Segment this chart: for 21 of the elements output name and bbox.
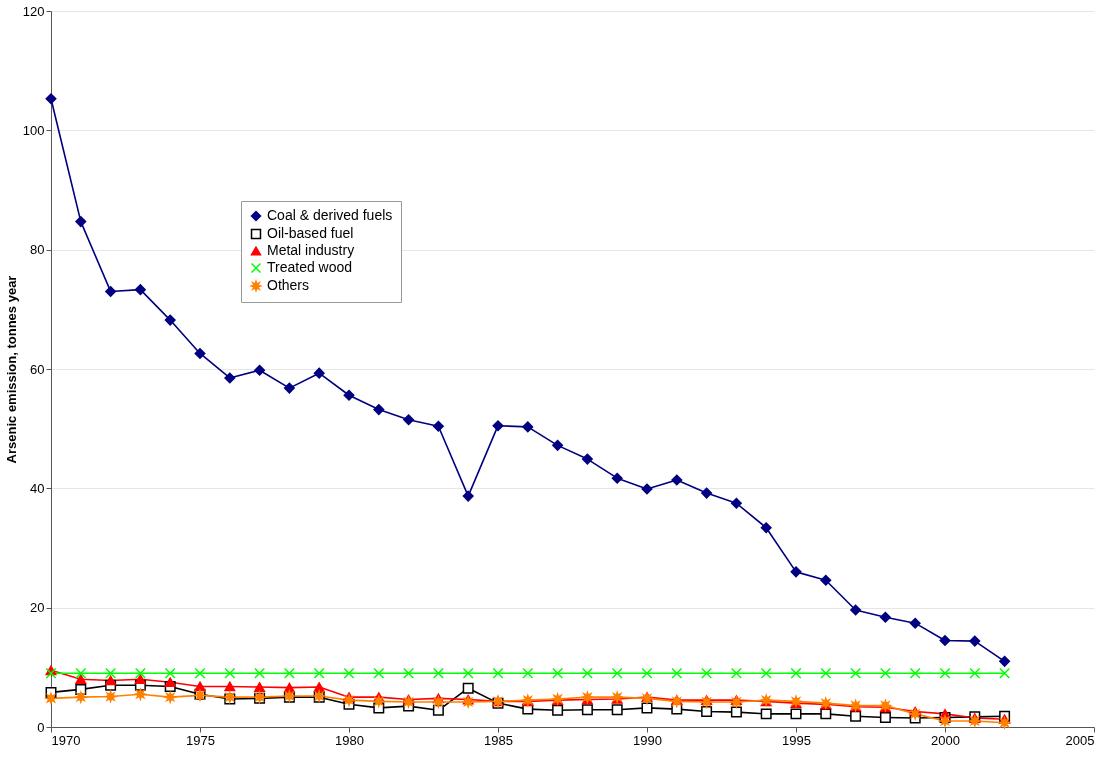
y-tick-label: 80 [30,242,45,258]
x-tick-label: 1990 [633,732,662,748]
legend-label: Coal & derived fuels [267,207,393,223]
y-tick-label: 60 [30,361,45,377]
x-tick-label: 1995 [782,732,811,748]
y-tick-label: 100 [22,122,45,138]
legend-label: Others [267,277,310,293]
legend-label: Metal industry [267,242,355,258]
x-tick-label: 2005 [1065,732,1095,748]
legend-label: Oil-based fuel [267,225,354,241]
x-tick-label: 1985 [484,732,513,748]
y-axis-title: Arsenic emission, tonnes year [3,275,19,464]
y-tick-label: 40 [30,480,45,496]
y-tick-label: 20 [30,600,45,616]
y-tick-label: 120 [22,3,45,19]
x-tick-label: 1980 [335,732,364,748]
x-tick-label: 1975 [186,732,215,748]
legend-label: Treated wood [267,259,353,275]
x-tick-label: 2000 [931,732,960,748]
y-tick-label: 0 [37,719,45,735]
x-tick-label: 1970 [51,732,81,748]
